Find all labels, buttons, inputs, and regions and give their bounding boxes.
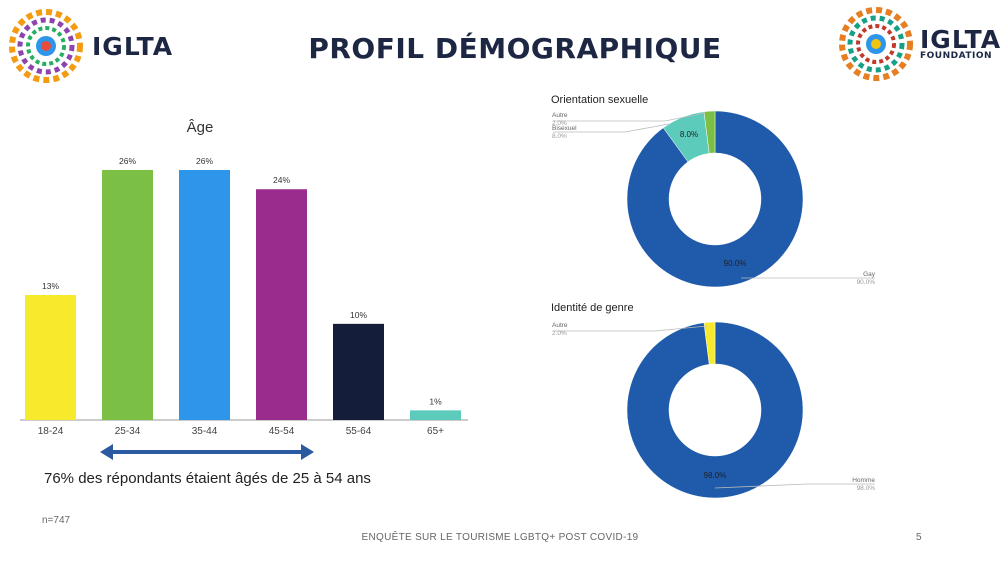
age-bar-chart: Âge 13% 26% 26% 24% 10% 1% 18-24 25-34 35-44 45-…	[20, 119, 468, 437]
iglta-foundation-logo: IGLTA FOUNDATION	[838, 6, 1000, 82]
bar-65+	[410, 410, 461, 420]
homme-leader-line	[714, 483, 875, 489]
logo-right-text: IGLTA	[920, 25, 1000, 54]
bar-value-label: 24%	[273, 175, 290, 185]
age-range-arrow	[100, 444, 314, 460]
legend-autre-value: 2.0%	[552, 120, 567, 127]
logo-emblem-icon	[9, 9, 83, 83]
slice-homme	[626, 321, 804, 499]
bar-value-label: 26%	[196, 156, 213, 166]
logo-left-text: IGLTA	[92, 31, 174, 61]
gender-title: Identité de genre	[551, 302, 634, 314]
page-number: 5	[916, 532, 922, 543]
legend-gay-value: 90.0%	[857, 279, 876, 286]
x-tick-label: 65+	[427, 426, 444, 437]
x-tick-label: 35-44	[192, 426, 218, 437]
age-summary-note: 76% des répondants étaient âgés de 25 à …	[44, 470, 371, 487]
iglta-logo-left: IGLTA	[8, 8, 173, 84]
bar-18-24	[25, 295, 76, 420]
bar-value-label: 26%	[119, 156, 136, 166]
x-tick-label: 25-34	[115, 426, 141, 437]
homme-pct-label: 98.0%	[704, 471, 727, 480]
age-chart-title: Âge	[187, 119, 214, 136]
page-title: PROFIL DÉMOGRAPHIQUE	[308, 32, 722, 65]
logo-emblem-icon	[839, 7, 913, 81]
legend-genre-autre-name: Autre	[552, 322, 568, 329]
sample-size: n=747	[42, 515, 71, 526]
x-tick-label: 18-24	[38, 426, 64, 437]
bar-value-label: 13%	[42, 281, 59, 291]
legend-homme-value: 98.0%	[857, 485, 876, 492]
slice-gay	[626, 110, 804, 288]
orientation-donut-chart: Orientation sexuelle Autre 2.0% Bisexuel…	[551, 94, 876, 288]
bar-35-44	[179, 170, 230, 420]
autre-leader-line	[553, 112, 706, 122]
legend-genre-autre-value: 2.0%	[552, 330, 567, 337]
slice-autre	[703, 110, 716, 154]
legend-homme-name: Homme	[852, 477, 875, 484]
orientation-title: Orientation sexuelle	[551, 94, 648, 106]
legend-bisexuel-value: 8.0%	[552, 133, 567, 140]
footer-text: ENQUÊTE SUR LE TOURISME LGBTQ+ POST COVI…	[361, 532, 639, 543]
legend-autre-name: Autre	[552, 112, 568, 119]
slice-autre	[703, 321, 716, 365]
gender-donut-chart: Identité de genre Autre 2.0% Homme 98.0%…	[551, 302, 876, 499]
bar-25-34	[102, 170, 153, 420]
x-tick-label: 45-54	[269, 426, 295, 437]
legend-bisexuel-name: Bisexuel	[552, 125, 577, 132]
bisexuel-pct-label: 8.0%	[680, 130, 698, 139]
logo-right-sub: FOUNDATION	[920, 51, 993, 61]
x-tick-label: 55-64	[346, 426, 372, 437]
gay-pct-label: 90.0%	[724, 259, 747, 268]
bar-45-54	[256, 189, 307, 420]
bisexuel-leader-line	[553, 123, 670, 133]
bar-value-label: 1%	[429, 396, 442, 406]
bar-value-label: 10%	[350, 310, 367, 320]
genre-autre-leader-line	[553, 325, 708, 332]
legend-gay-name: Gay	[863, 271, 876, 278]
bar-55-64	[333, 323, 384, 420]
